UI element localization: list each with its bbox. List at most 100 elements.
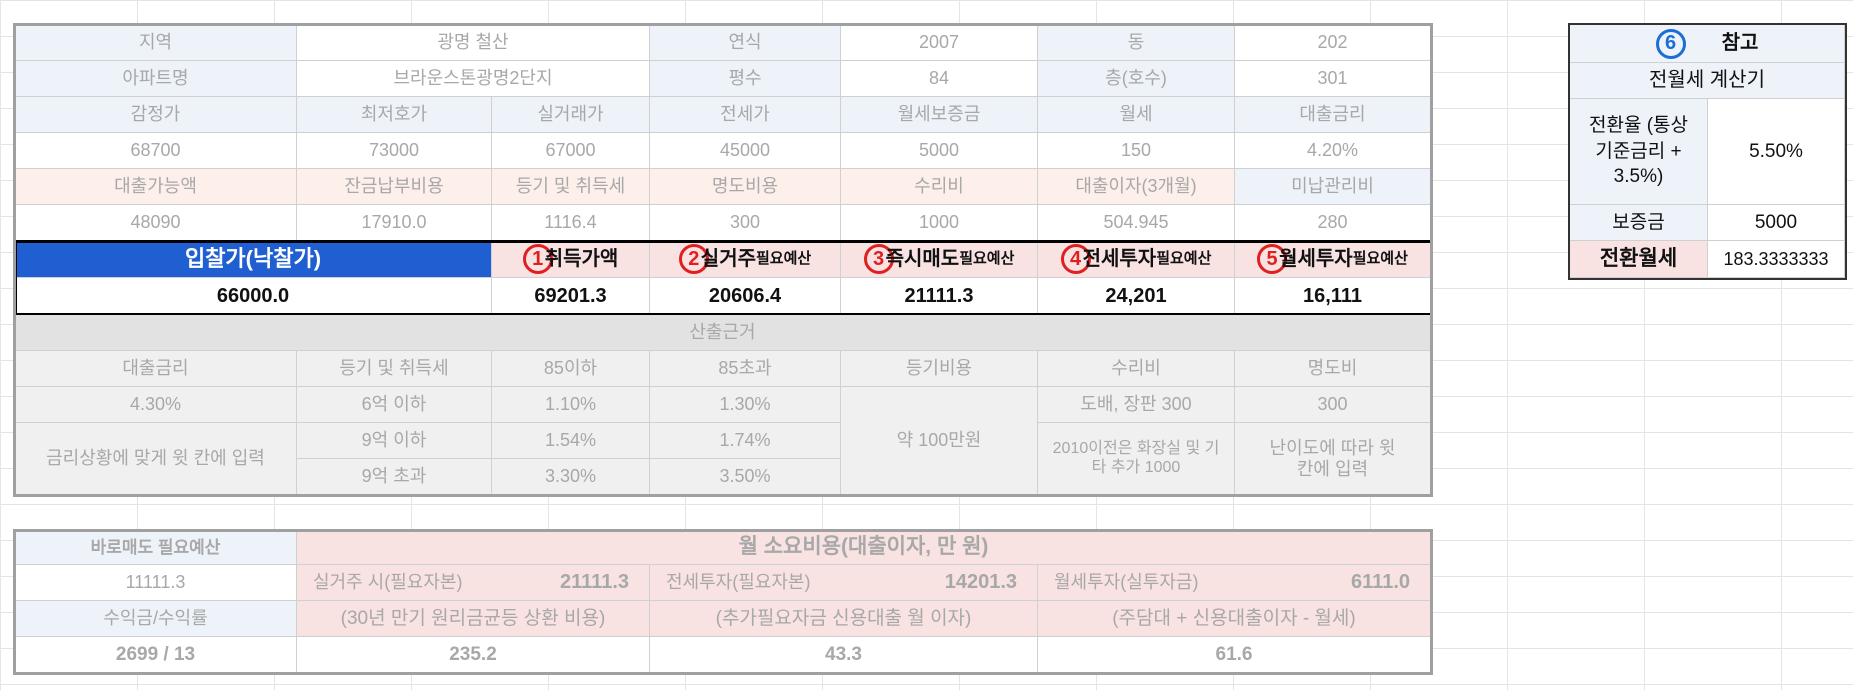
price-value-rent[interactable]: 150 — [1038, 133, 1235, 169]
acquisition-cost-title: 취득가액 — [544, 247, 619, 270]
basis-loan-rate-value[interactable]: 4.30% — [15, 387, 297, 423]
tax-row-2-over-85[interactable]: 1.74% — [650, 423, 841, 459]
converted-rent-label[interactable]: 전환월세 — [1570, 241, 1708, 278]
profit-label[interactable]: 수익금/수익률 — [15, 601, 297, 637]
cost-value-balance[interactable]: 17910.0 — [297, 205, 492, 241]
sell-budget-header[interactable]: 3 즉시매도 필요예산 — [841, 241, 1038, 278]
price-header-actual[interactable]: 실거래가 — [492, 97, 650, 133]
basis-header-loan-rate[interactable]: 대출금리 — [15, 351, 297, 387]
pyeong-value[interactable]: 84 — [841, 61, 1038, 97]
price-header-loan-rate[interactable]: 대출금리 — [1235, 97, 1431, 133]
jeonse-capital-cell[interactable]: 전세투자(필요자본) 14201.3 — [650, 565, 1038, 601]
live-capital-cell[interactable]: 실거주 시(필요자본) 21111.3 — [297, 565, 650, 601]
basis-eviction-value-1[interactable]: 300 — [1235, 387, 1431, 423]
quick-sell-value[interactable]: 11111.3 — [15, 565, 297, 601]
profit-value[interactable]: 2699 / 13 — [15, 637, 297, 673]
quick-sell-label[interactable]: 바로매도 필요예산 — [15, 531, 297, 565]
wolse-budget-value[interactable]: 16,111 — [1235, 278, 1431, 315]
apt-value[interactable]: 브라운스톤광명2단지 — [297, 61, 650, 97]
circle-number-2-icon: 2 — [678, 244, 709, 274]
bid-price-value[interactable]: 66000.0 — [15, 278, 492, 315]
tax-row-1-label[interactable]: 6억 이하 — [297, 387, 492, 423]
region-label[interactable]: 지역 — [15, 25, 297, 61]
tax-row-3-label[interactable]: 9억 초과 — [297, 459, 492, 495]
cost-value-loan-amount[interactable]: 48090 — [15, 205, 297, 241]
price-header-appraisal[interactable]: 감정가 — [15, 97, 297, 133]
acquisition-cost-header[interactable]: 1 취득가액 — [492, 241, 650, 278]
basis-header-over-85[interactable]: 85초과 — [650, 351, 841, 387]
converted-rent-value[interactable]: 183.3333333 — [1708, 241, 1845, 278]
deposit-label[interactable]: 보증금 — [1570, 205, 1708, 241]
tax-row-2-label[interactable]: 9억 이하 — [297, 423, 492, 459]
cost-note-2[interactable]: (추가필요자금 신용대출 월 이자) — [650, 601, 1038, 637]
price-header-min-ask[interactable]: 최저호가 — [297, 97, 492, 133]
apt-label[interactable]: 아파트명 — [15, 61, 297, 97]
cost-note-1[interactable]: (30년 만기 원리금균등 상환 비용) — [297, 601, 650, 637]
cost-value-unpaid-fee[interactable]: 280 — [1235, 205, 1431, 241]
dong-value[interactable]: 202 — [1235, 25, 1431, 61]
acquisition-cost-value[interactable]: 69201.3 — [492, 278, 650, 315]
price-value-deposit[interactable]: 5000 — [841, 133, 1038, 169]
sell-budget-value[interactable]: 21111.3 — [841, 278, 1038, 315]
cost-header-registration-tax[interactable]: 등기 및 취득세 — [492, 169, 650, 205]
basis-reg-cost-value[interactable]: 약 100만원 — [841, 387, 1038, 495]
basis-eviction-value-2[interactable]: 난이도에 따라 윗 칸에 입력 — [1235, 423, 1431, 495]
price-value-actual[interactable]: 67000 — [492, 133, 650, 169]
tax-row-3-over-85[interactable]: 3.50% — [650, 459, 841, 495]
rent-calculator-title[interactable]: 전월세 계산기 — [1570, 63, 1845, 99]
basis-header-reg-cost[interactable]: 등기비용 — [841, 351, 1038, 387]
deposit-value[interactable]: 5000 — [1708, 205, 1845, 241]
cost-header-eviction[interactable]: 명도비용 — [650, 169, 841, 205]
monthly-cost-1[interactable]: 235.2 — [297, 637, 650, 673]
wolse-budget-header[interactable]: 5 월세투자 필요예산 — [1235, 241, 1431, 278]
basis-header-under-85[interactable]: 85이하 — [492, 351, 650, 387]
cost-value-registration-tax[interactable]: 1116.4 — [492, 205, 650, 241]
price-value-appraisal[interactable]: 68700 — [15, 133, 297, 169]
basis-title[interactable]: 산출근거 — [15, 315, 1431, 351]
cost-header-interest[interactable]: 대출이자(3개월) — [1038, 169, 1235, 205]
cost-header-loan-amount[interactable]: 대출가능액 — [15, 169, 297, 205]
year-label[interactable]: 연식 — [650, 25, 841, 61]
price-header-rent[interactable]: 월세 — [1038, 97, 1235, 133]
price-header-deposit[interactable]: 월세보증금 — [841, 97, 1038, 133]
monthly-cost-title[interactable]: 월 소요비용(대출이자, 만 원) — [297, 531, 1431, 565]
basis-header-eviction[interactable]: 명도비 — [1235, 351, 1431, 387]
monthly-cost-3[interactable]: 61.6 — [1038, 637, 1431, 673]
region-value[interactable]: 광명 철산 — [297, 25, 650, 61]
cost-value-repair[interactable]: 1000 — [841, 205, 1038, 241]
cost-value-eviction[interactable]: 300 — [650, 205, 841, 241]
reference-title-cell[interactable]: 6 참고 — [1570, 25, 1845, 63]
live-budget-header[interactable]: 2 실거주 필요예산 — [650, 241, 841, 278]
wolse-capital-cell[interactable]: 월세투자(실투자금) 6111.0 — [1038, 565, 1431, 601]
price-value-jeonse[interactable]: 45000 — [650, 133, 841, 169]
basis-header-repair[interactable]: 수리비 — [1038, 351, 1235, 387]
basis-header-registration-tax[interactable]: 등기 및 취득세 — [297, 351, 492, 387]
tax-row-1-over-85[interactable]: 1.30% — [650, 387, 841, 423]
dong-label[interactable]: 동 — [1038, 25, 1235, 61]
price-value-loan-rate[interactable]: 4.20% — [1235, 133, 1431, 169]
price-value-min-ask[interactable]: 73000 — [297, 133, 492, 169]
jeonse-budget-value[interactable]: 24,201 — [1038, 278, 1235, 315]
conversion-rate-value[interactable]: 5.50% — [1708, 99, 1845, 205]
basis-repair-value-2[interactable]: 2010이전은 화장실 및 기타 추가 1000 — [1038, 423, 1235, 495]
tax-row-1-under-85[interactable]: 1.10% — [492, 387, 650, 423]
tax-row-3-under-85[interactable]: 3.30% — [492, 459, 650, 495]
cost-header-balance[interactable]: 잔금납부비용 — [297, 169, 492, 205]
jeonse-budget-header[interactable]: 4 전세투자 필요예산 — [1038, 241, 1235, 278]
cost-note-3[interactable]: (주담대 + 신용대출이자 - 월세) — [1038, 601, 1431, 637]
pyeong-label[interactable]: 평수 — [650, 61, 841, 97]
live-budget-value[interactable]: 20606.4 — [650, 278, 841, 315]
basis-loan-note[interactable]: 금리상황에 맞게 윗 칸에 입력 — [15, 423, 297, 495]
price-header-jeonse[interactable]: 전세가 — [650, 97, 841, 133]
tax-row-2-under-85[interactable]: 1.54% — [492, 423, 650, 459]
monthly-cost-2[interactable]: 43.3 — [650, 637, 1038, 673]
year-value[interactable]: 2007 — [841, 25, 1038, 61]
floor-label[interactable]: 층(호수) — [1038, 61, 1235, 97]
conversion-rate-label[interactable]: 전환율 (통상 기준금리 + 3.5%) — [1570, 99, 1708, 205]
floor-value[interactable]: 301 — [1235, 61, 1431, 97]
cost-value-interest[interactable]: 504.945 — [1038, 205, 1235, 241]
cost-header-unpaid-fee[interactable]: 미납관리비 — [1235, 169, 1431, 205]
cost-header-repair[interactable]: 수리비 — [841, 169, 1038, 205]
bid-price-header[interactable]: 입찰가(낙찰가) — [15, 241, 492, 278]
basis-repair-value-1[interactable]: 도배, 장판 300 — [1038, 387, 1235, 423]
